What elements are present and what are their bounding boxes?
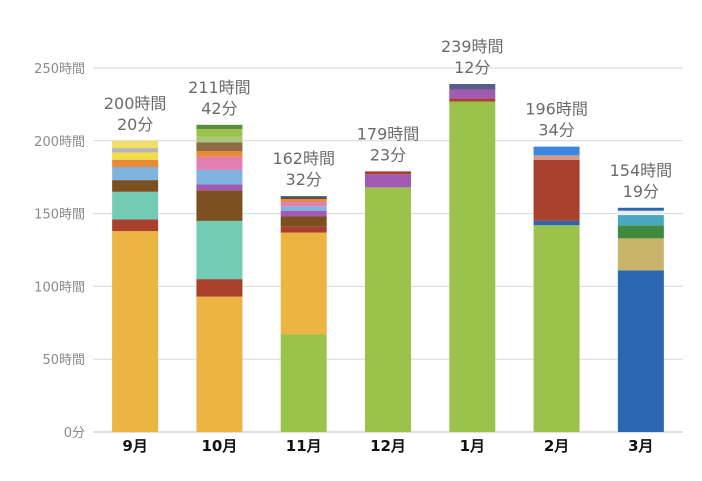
bar-segment <box>533 225 580 432</box>
bar-segment <box>280 226 327 233</box>
bar-segment <box>112 231 159 432</box>
bar-segment <box>112 148 159 153</box>
bar-segment <box>280 201 327 207</box>
bar-segment <box>112 152 159 160</box>
y-tick-label: 250時間 <box>34 62 85 77</box>
bar-segment <box>280 232 327 335</box>
bar-segment <box>533 155 580 160</box>
x-tick-label: 11月 <box>286 437 322 455</box>
x-tick-label: 12月 <box>370 437 406 455</box>
bar-segment <box>196 124 243 130</box>
x-tick-label: 2月 <box>544 437 569 455</box>
bar-segment <box>112 167 159 181</box>
bar-segment <box>617 225 664 239</box>
total-hours-label: 154時間 <box>610 161 673 180</box>
bar-segment <box>196 129 243 137</box>
total-hours-label: 239時間 <box>441 37 504 56</box>
bar-segment <box>112 180 159 192</box>
y-tick-label: 50時間 <box>42 353 85 368</box>
bar-segment <box>533 146 580 156</box>
bar-segment <box>112 219 159 232</box>
bar-segment <box>280 196 327 200</box>
bar-segment <box>449 98 496 102</box>
total-minutes-label: 42分 <box>201 99 237 118</box>
bar-segment <box>196 190 243 221</box>
total-minutes-label: 32分 <box>286 170 322 189</box>
total-minutes-label: 23分 <box>370 145 406 164</box>
bar-segment <box>196 150 243 157</box>
bar-segment <box>112 140 159 149</box>
bar-segment <box>280 199 327 202</box>
y-tick-label: 200時間 <box>34 135 85 150</box>
bar-segment <box>617 238 664 271</box>
y-tick-label: 150時間 <box>34 208 85 223</box>
bar-segment <box>365 187 411 432</box>
total-hours-label: 211時間 <box>188 78 251 97</box>
x-tick-label: 1月 <box>460 437 485 455</box>
bar-segment <box>449 89 496 99</box>
bar-segment <box>533 159 580 221</box>
bar-segment <box>617 215 664 226</box>
total-hours-label: 200時間 <box>104 94 167 113</box>
total-minutes-label: 12分 <box>454 58 490 77</box>
bar-segment <box>196 220 243 280</box>
total-minutes-label: 20分 <box>117 115 153 134</box>
bar-segment <box>196 296 243 432</box>
bar-segment <box>112 191 159 220</box>
bar-segment <box>112 159 159 168</box>
bar-segment <box>533 220 580 226</box>
y-tick-label: 100時間 <box>34 280 85 295</box>
x-tick-label: 3月 <box>628 437 653 455</box>
bar-segment <box>196 156 243 170</box>
total-hours-label: 196時間 <box>525 100 588 119</box>
bar-segment <box>196 184 243 191</box>
bar-segment <box>365 174 411 188</box>
bar-segment <box>617 207 664 211</box>
bar-segment <box>196 279 243 297</box>
bar-segment <box>617 270 664 432</box>
total-hours-label: 162時間 <box>272 149 335 168</box>
x-tick-label: 10月 <box>201 437 237 455</box>
bar-segment <box>196 142 243 151</box>
bar-segment <box>617 210 664 216</box>
bar-segment <box>280 206 327 211</box>
total-minutes-label: 19分 <box>623 182 659 201</box>
bar-segment <box>280 334 327 432</box>
total-minutes-label: 34分 <box>538 121 574 140</box>
bar-segment <box>280 216 327 227</box>
bar-segment <box>449 84 496 90</box>
bar-segment <box>280 210 327 217</box>
bar-segment <box>196 136 243 143</box>
x-tick-label: 9月 <box>122 437 147 455</box>
bar-segment <box>365 171 411 175</box>
bar-segment <box>196 169 243 185</box>
total-hours-label: 179時間 <box>357 124 420 143</box>
y-tick-label: 0分 <box>64 426 85 441</box>
bar-segment <box>449 101 496 432</box>
